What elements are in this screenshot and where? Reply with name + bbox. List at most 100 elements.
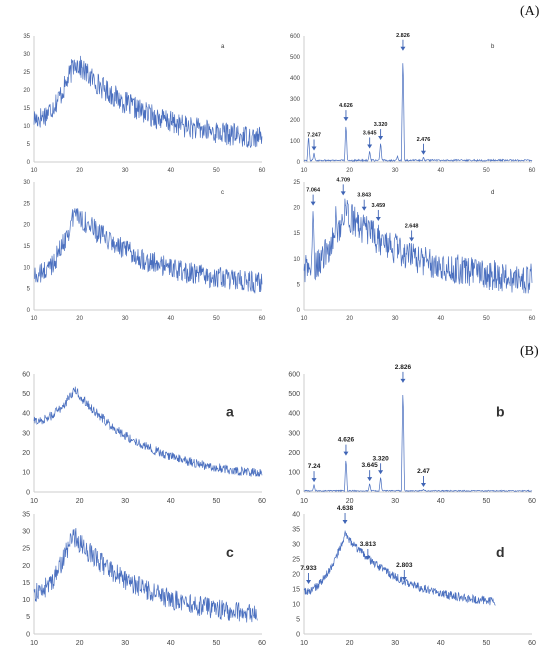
y-tick-label: 300: [288, 430, 300, 437]
peak-label: 2.476: [417, 137, 431, 143]
peak-label: 2.47: [417, 468, 430, 475]
y-tick-label: 0: [296, 631, 300, 638]
peak-arrow-head: [367, 477, 373, 482]
y-tick-label: 0: [296, 489, 300, 496]
series-line: [33, 386, 263, 477]
y-tick-label: 500: [290, 55, 301, 61]
peak-arrow-head: [401, 577, 407, 581]
peak-arrow-head: [409, 237, 415, 242]
y-tick-label: 30: [23, 52, 30, 58]
y-tick-label: 0: [27, 308, 31, 314]
x-tick-label: 30: [391, 640, 399, 647]
x-tick-label: 60: [529, 316, 536, 322]
panel-letter: c: [221, 190, 224, 196]
y-tick-label: 15: [22, 580, 30, 587]
x-tick-label: 40: [437, 316, 444, 322]
y-tick-label: 20: [23, 88, 30, 94]
x-tick-label: 20: [76, 640, 84, 647]
x-tick-label: 40: [437, 168, 444, 174]
x-tick-label: 10: [300, 498, 308, 505]
y-tick-label: 15: [23, 106, 30, 112]
peak-arrow-head: [340, 191, 346, 196]
y-tick-label: 30: [22, 528, 30, 535]
peak-arrow-head: [420, 150, 426, 155]
x-tick-label: 60: [258, 640, 266, 647]
chart-a-panel-b: 10 20 30 40 50 6001002003004005006007.2474.62…: [290, 33, 536, 174]
peak-label: 2.826: [396, 33, 410, 39]
y-tick-label: 35: [22, 511, 30, 518]
x-tick-label: 20: [76, 168, 83, 174]
chart-a-panel-c: 10 20 30 40 50 60 0 5 10 15 20 25 30 c: [23, 180, 266, 322]
y-tick-label: 5: [27, 287, 31, 293]
series-line: [303, 198, 533, 294]
x-tick-label: 40: [167, 168, 174, 174]
x-tick-label: 30: [122, 168, 129, 174]
y-tick-label: 15: [292, 586, 300, 593]
y-tick-label: 10: [292, 601, 300, 608]
panel-letter: c: [226, 544, 234, 560]
peak-label: 3.645: [363, 130, 377, 136]
x-tick-label: 10: [31, 316, 38, 322]
x-tick-label: 30: [122, 316, 129, 322]
y-tick-label: 30: [22, 430, 30, 437]
peak-arrow-head: [343, 451, 349, 456]
x-tick-label: 40: [437, 498, 445, 505]
x-tick-label: 60: [259, 168, 266, 174]
x-tick-label: 50: [483, 640, 491, 647]
series-line: [303, 394, 533, 493]
y-tick-label: 30: [23, 180, 30, 186]
y-tick-label: 10: [22, 470, 30, 477]
y-tick-label: 10: [293, 257, 300, 263]
y-tick-label: 600: [288, 371, 300, 378]
y-tick-label: 25: [23, 70, 30, 76]
peak-arrow-head: [310, 201, 316, 206]
y-tick-label: 5: [296, 616, 300, 623]
y-tick-label: 15: [23, 244, 30, 250]
y-tick-label: 25: [292, 556, 300, 563]
x-tick-label: 30: [121, 498, 129, 505]
y-tick-label: 100: [288, 470, 300, 477]
x-tick-label: 40: [167, 640, 175, 647]
x-tick-label: 20: [76, 316, 83, 322]
x-tick-label: 30: [392, 316, 399, 322]
panel-letter: b: [491, 44, 495, 50]
y-tick-label: 25: [22, 546, 30, 553]
y-tick-label: 20: [22, 563, 30, 570]
peak-label: 3.843: [357, 193, 371, 199]
x-tick-label: 20: [346, 168, 353, 174]
y-tick-label: 200: [288, 450, 300, 457]
peak-arrow-head: [375, 216, 381, 221]
series-line: [303, 63, 533, 163]
peak-label: 2.803: [396, 562, 413, 569]
series-line: [33, 208, 263, 294]
peak-arrow-head: [365, 556, 371, 560]
x-tick-label: 50: [483, 498, 491, 505]
x-tick-label: 10: [301, 168, 308, 174]
y-tick-label: 25: [23, 201, 30, 207]
peak-arrow-head: [367, 144, 373, 149]
peak-arrow-head: [311, 478, 317, 483]
panel-letter: b: [496, 403, 505, 419]
chart-b-panel-d: 10 20 30 40 50 60 0 5 10 15 20 25 30 35 40 7.933 4.638 3.…: [292, 505, 536, 647]
peak-arrow-head: [342, 520, 348, 524]
x-tick-label: 10: [300, 640, 308, 647]
peak-arrow-head: [361, 206, 367, 211]
panel-letter: d: [491, 190, 494, 196]
x-tick-label: 10: [301, 316, 308, 322]
peak-arrow-head: [400, 378, 406, 383]
x-tick-label: 30: [391, 498, 399, 505]
y-tick-label: 10: [22, 597, 30, 604]
x-tick-label: 50: [483, 316, 490, 322]
chart-a-panel-d: 10 20 30 40 50 60 0 5 10 15 20 25 7.064 4.709 3.8433.4…: [293, 177, 536, 322]
panel-letter: a: [226, 403, 234, 419]
x-tick-label: 10: [30, 498, 38, 505]
peak-label: 3.459: [371, 203, 385, 209]
y-tick-label: 500: [288, 391, 300, 398]
peak-arrow-head: [306, 580, 312, 584]
y-tick-label: 25: [293, 180, 300, 186]
y-tick-label: 35: [292, 526, 300, 533]
panel-letter: a: [221, 44, 225, 50]
section-label-a: (A): [520, 4, 540, 19]
x-tick-label: 30: [121, 640, 129, 647]
y-tick-label: 10: [23, 124, 30, 130]
